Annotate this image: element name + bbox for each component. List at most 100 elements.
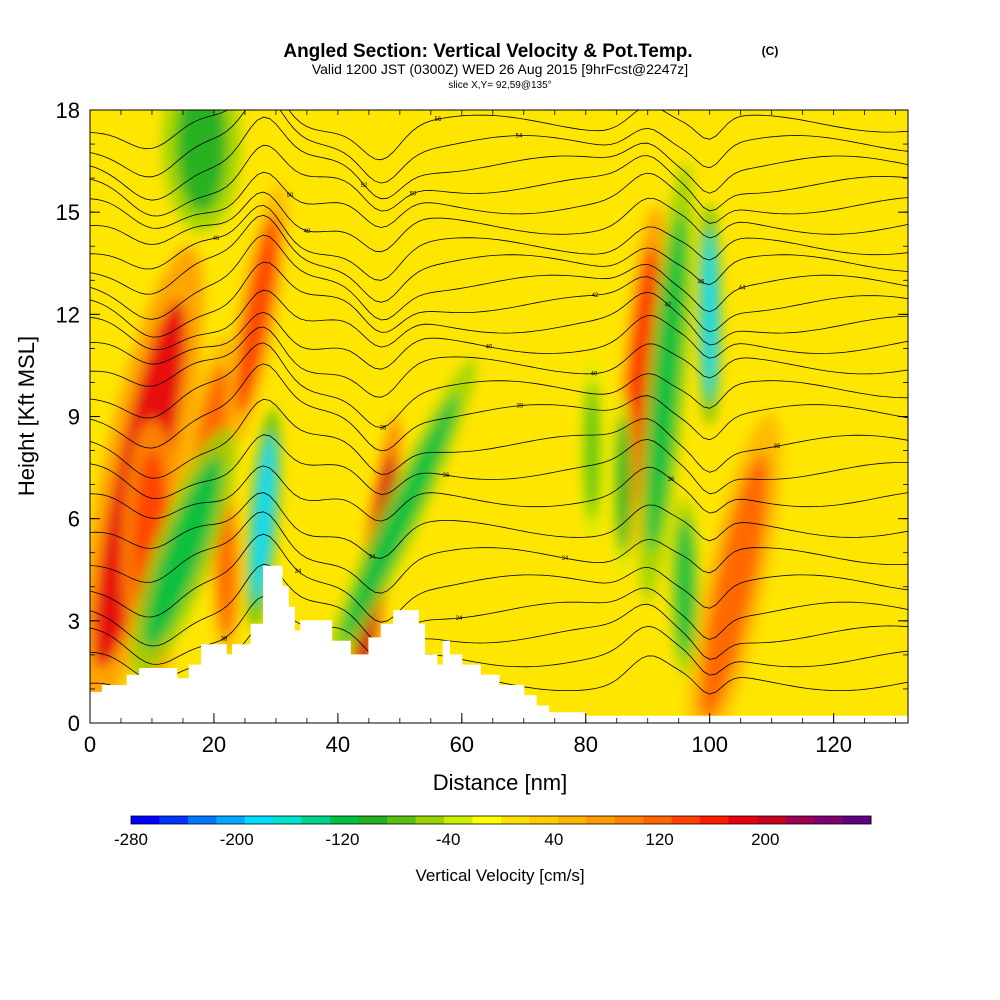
isotherm-line — [90, 116, 908, 201]
isotherm-label: 38 — [517, 404, 524, 410]
colorbar-tick-label: -120 — [325, 830, 359, 849]
y-axis-label: Height [Kft MSL] — [14, 336, 39, 496]
isotherm-label: 34 — [369, 555, 376, 561]
y-tick-label: 0 — [68, 711, 80, 736]
isotherm-label: 42 — [665, 303, 672, 309]
colorbar-tick-label: -280 — [114, 830, 148, 849]
colorbar-swatch — [643, 816, 673, 824]
colorbar-swatch — [728, 816, 758, 824]
isotherm-label: 34 — [562, 556, 569, 562]
colorbar-swatch — [529, 816, 559, 824]
velocity-cell — [176, 110, 227, 213]
velocity-cell — [702, 229, 718, 400]
isotherm-line — [90, 342, 908, 429]
isotherm-label: 38 — [221, 637, 228, 643]
y-tick-label: 18 — [56, 98, 80, 123]
y-tick-label: 12 — [56, 302, 80, 327]
velocity-cell — [700, 453, 769, 721]
isotherm-line — [90, 110, 908, 161]
isotherm-line — [90, 234, 908, 321]
isotherm-line — [90, 171, 908, 229]
isotherm-label: 36 — [668, 477, 675, 483]
colorbar-swatch — [358, 816, 388, 824]
colorbar-frame — [130, 815, 872, 825]
isotherm-line — [90, 289, 908, 351]
velocity-cell — [647, 212, 686, 553]
colorbar-swatch — [216, 816, 246, 824]
colorbar-swatch — [301, 816, 331, 824]
x-axis-ticks: 0 20 40 60 80 100 120 — [84, 713, 852, 757]
chart-title-unit: (C) — [762, 44, 779, 58]
y-tick-label: 6 — [68, 507, 80, 532]
colorbar-tick-label: 200 — [751, 830, 779, 849]
isotherm-label: 40 — [486, 345, 493, 351]
isotherm-line — [90, 144, 908, 217]
x-tick-label: 60 — [450, 732, 474, 757]
colorbar-swatch — [700, 816, 730, 824]
colorbar — [130, 815, 872, 825]
isotherm-line — [90, 434, 908, 500]
isotherm-line — [90, 311, 908, 370]
colorbar-swatch — [330, 816, 360, 824]
terrain — [89, 565, 909, 724]
isotherm-label: 34 — [456, 616, 463, 622]
chart-subtitle: Valid 1200 JST (0300Z) WED 26 Aug 2015 [… — [312, 61, 688, 77]
isotherm-line — [90, 511, 908, 594]
isotherm-label: 40 — [591, 372, 598, 378]
colorbar-swatch — [244, 816, 274, 824]
velocity-cell — [584, 382, 600, 519]
isotherm-label: 42 — [592, 293, 599, 299]
colorbar-swatch — [614, 816, 644, 824]
isotherm-label: 50 — [410, 192, 417, 198]
isotherm-line — [90, 563, 908, 647]
x-tick-label: 0 — [84, 732, 96, 757]
isotherm-label: 44 — [739, 286, 746, 292]
colorbar-swatch — [671, 816, 701, 824]
colorbar-swatch — [757, 816, 787, 824]
isotherm-label: 52 — [361, 183, 368, 189]
colorbar-swatch — [501, 816, 530, 824]
colorbar-tick-label: -40 — [436, 830, 461, 849]
colorbar-tick-label: 120 — [645, 830, 673, 849]
velocity-cell — [251, 433, 276, 604]
isotherm-line — [90, 191, 908, 253]
plot-area: 3838383434343436363638384040424244464648… — [89, 109, 909, 724]
isotherm-label: 56 — [435, 117, 442, 123]
isotherm-label: 36 — [443, 473, 450, 479]
y-tick-label: 9 — [68, 405, 80, 430]
x-tick-label: 120 — [815, 732, 852, 757]
isotherm-line — [90, 492, 908, 559]
isotherm-label: 46 — [213, 236, 220, 242]
isotherm-line — [90, 204, 908, 281]
velocity-cell — [341, 395, 459, 643]
isotherm-label: 48 — [304, 229, 311, 235]
velocity-cell — [143, 456, 223, 649]
isotherm-line — [90, 533, 908, 623]
velocity-cell — [217, 501, 236, 638]
isotherm-label: 50 — [287, 193, 294, 199]
colorbar-swatch — [842, 816, 872, 824]
colorbar-swatch — [187, 816, 217, 824]
colorbar-label: Vertical Velocity [cm/s] — [415, 866, 584, 885]
colorbar-tick-label: 40 — [544, 830, 563, 849]
colorbar-swatch — [785, 816, 815, 824]
colorbar-swatch — [557, 816, 587, 824]
colorbar-ticks: -280 -200 -120 -40 40 120 200 — [114, 830, 779, 849]
colorbar-swatch — [159, 816, 189, 824]
x-tick-label: 40 — [326, 732, 350, 757]
x-tick-label: 80 — [574, 732, 598, 757]
colorbar-tick-label: -200 — [220, 830, 254, 849]
x-tick-label: 100 — [691, 732, 728, 757]
colorbar-swatch — [273, 816, 303, 824]
chart-title: Angled Section: Vertical Velocity & Pot.… — [283, 41, 692, 62]
isotherm-line — [90, 363, 908, 452]
isotherm-line — [90, 214, 908, 303]
x-tick-label: 20 — [202, 732, 226, 757]
isotherm-label: 54 — [516, 134, 523, 140]
y-tick-label: 3 — [68, 609, 80, 634]
velocity-cell — [675, 518, 695, 655]
isotherm-line — [90, 595, 908, 665]
isotherm-line — [90, 261, 908, 338]
